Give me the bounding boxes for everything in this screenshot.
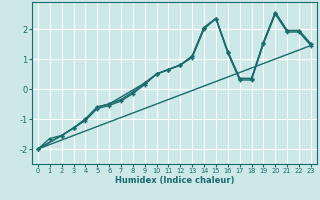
X-axis label: Humidex (Indice chaleur): Humidex (Indice chaleur) xyxy=(115,176,234,185)
